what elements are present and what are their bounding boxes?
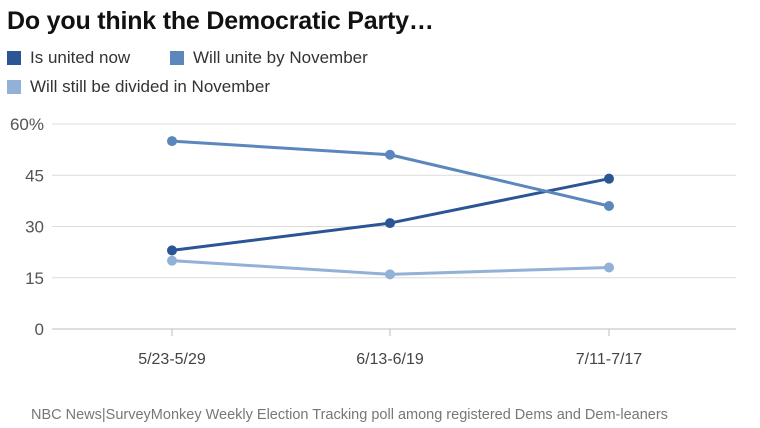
data-point	[167, 245, 177, 256]
legend-swatch	[170, 51, 184, 65]
legend-label: Will still be divided in November	[30, 77, 270, 96]
source-note: NBC News|SurveyMonkey Weekly Election Tr…	[31, 407, 668, 423]
y-tick-label: 30	[25, 218, 44, 237]
y-tick-label: 45	[25, 166, 44, 185]
data-point	[385, 269, 395, 280]
chart-title: Do you think the Democratic Party…	[7, 7, 434, 35]
data-point	[385, 218, 395, 229]
legend-item-will-unite-by-november: Will unite by November	[170, 48, 368, 68]
x-tick-label: 6/13-6/19	[356, 351, 424, 368]
legend-item-will-still-be-divided: Will still be divided in November	[7, 77, 270, 97]
legend-label: Will unite by November	[193, 48, 368, 67]
legend-label: Is united now	[30, 48, 131, 67]
y-tick-label: 15	[25, 269, 44, 288]
data-point	[167, 255, 177, 266]
y-tick-label: 0	[35, 320, 44, 339]
legend-swatch	[7, 80, 21, 94]
legend-item-is-united-now: Is united now	[7, 48, 130, 68]
x-tick-label: 5/23-5/29	[138, 351, 206, 368]
y-tick-label: 60%	[10, 115, 44, 134]
x-tick-label: 7/11-7/17	[576, 351, 643, 368]
data-point	[604, 173, 614, 184]
data-point	[385, 149, 395, 160]
data-point	[167, 136, 177, 147]
legend-swatch	[7, 51, 21, 65]
data-point	[604, 262, 614, 273]
data-point	[604, 201, 614, 211]
